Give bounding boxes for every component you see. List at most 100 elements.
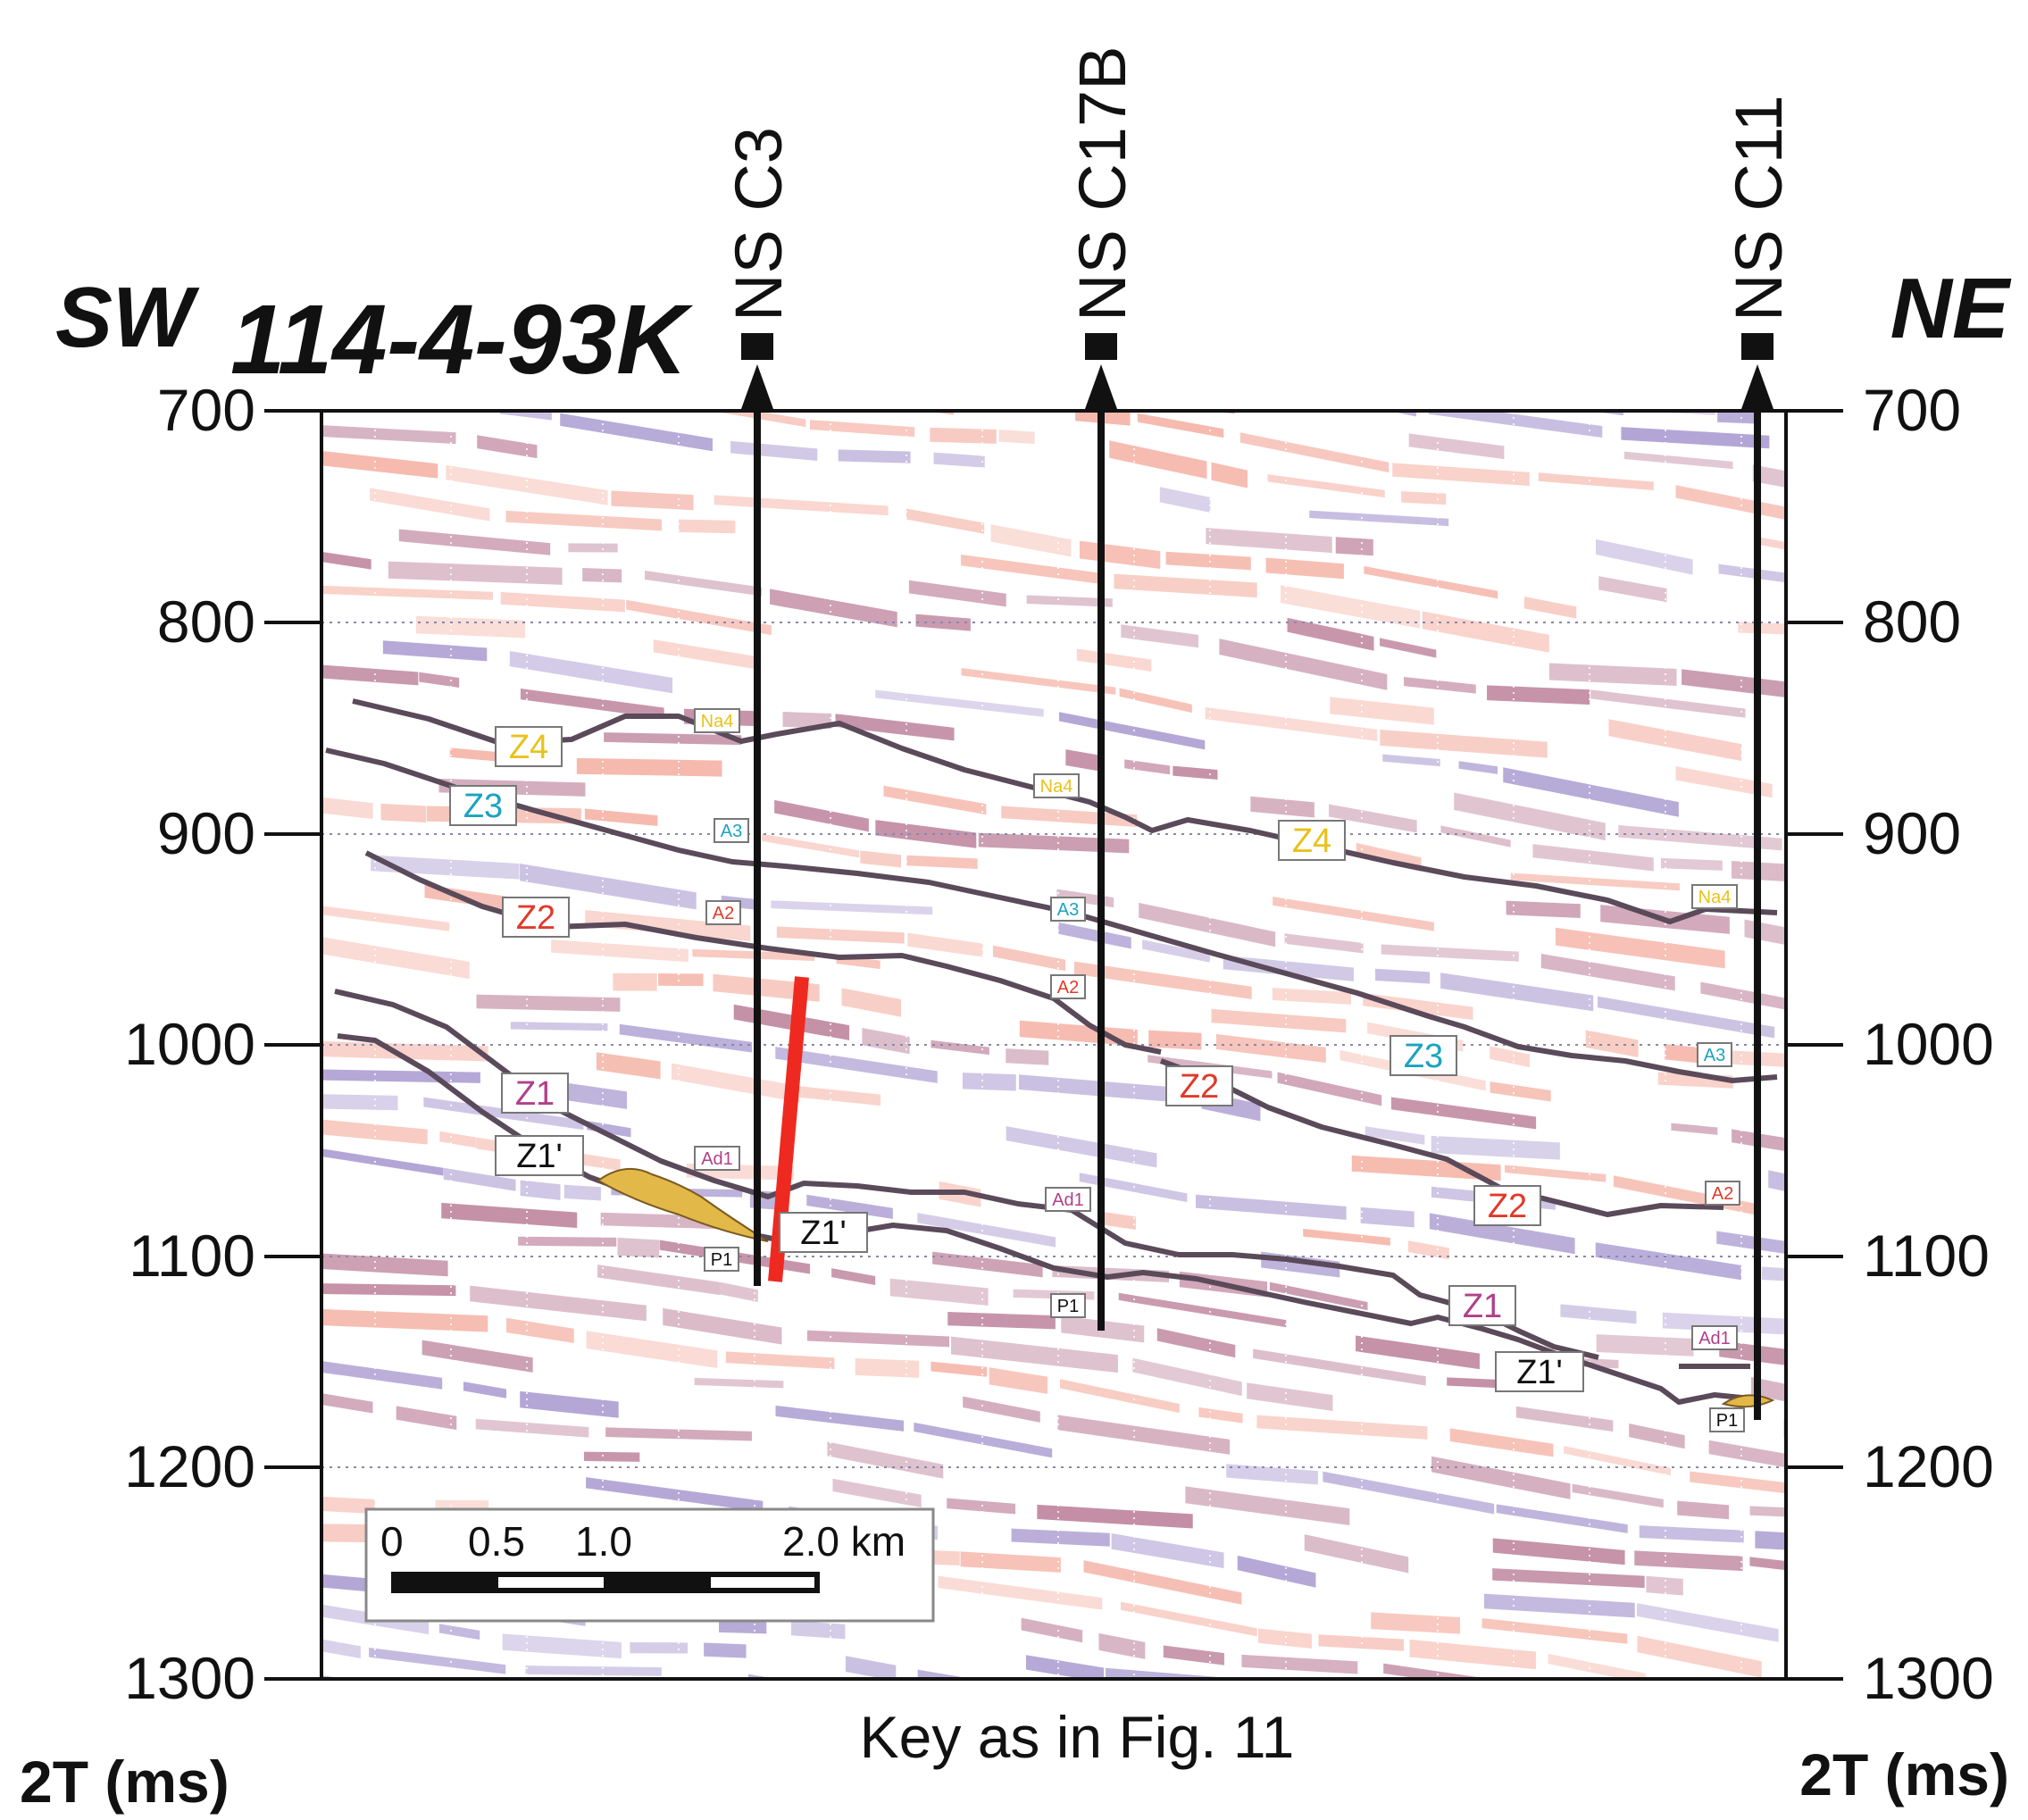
horizon-tag-text: Z1 (1463, 1288, 1502, 1325)
seismic-reflector (321, 1308, 488, 1332)
well-ns-c3: NS C3 (722, 127, 796, 1286)
seismic-reflector (1327, 1786, 1410, 1811)
horizon-tag-z1prime: Z1' (495, 1135, 584, 1176)
seismic-reflector (960, 1551, 1061, 1573)
seismic-reflector (504, 1716, 631, 1738)
seismic-reflector (1226, 1464, 1318, 1485)
seismic-reflector (762, 833, 860, 858)
seismic-reflector (1492, 1568, 1645, 1589)
seismic-reflector (711, 411, 806, 428)
seismic-reflector (1596, 1334, 1694, 1357)
seismic-reflector (321, 664, 419, 686)
seismic-reflector (1510, 872, 1680, 891)
horizon-tag-z2: Z2 (1473, 1185, 1541, 1226)
horizon-tag-text: Na4 (701, 712, 734, 731)
horizon-tag-na4: Na4 (1691, 884, 1738, 909)
seismic-reflector (933, 452, 985, 468)
seismic-reflector (559, 238, 654, 267)
seismic-reflector (321, 401, 432, 410)
seismic-reflector (1755, 1531, 1786, 1550)
well-ns-c17b: NS C17B (1065, 46, 1139, 1331)
seismic-reflector (369, 1647, 506, 1674)
seismic-reflector (806, 1194, 893, 1219)
y-unit-left: 2T (ms) (20, 1749, 230, 1815)
horizon-tag-text: Na4 (1040, 777, 1073, 797)
seismic-reflector (1532, 844, 1654, 872)
seismic-reflector (586, 1331, 718, 1369)
horizon-tag-a3: A3 (714, 818, 749, 843)
seismic-reflector (1483, 1593, 1635, 1618)
seismic-reflector (438, 1624, 480, 1641)
seismic-reflector (560, 413, 713, 452)
seismic-line-name: 114-4-93K (230, 285, 694, 395)
seismic-reflector (1492, 1538, 1625, 1565)
seismic-reflector (671, 1063, 800, 1103)
seismic-reflector (1690, 1471, 1786, 1494)
seismic-reflector (1506, 900, 1581, 919)
seismic-reflector (1380, 730, 1548, 758)
seismic-reflector (806, 1330, 950, 1348)
seismic-reflector (931, 1361, 988, 1377)
horizon-tag-ad1: Ad1 (1691, 1325, 1738, 1350)
seismic-reflector (1590, 689, 1746, 718)
horizon-tag-z3: Z3 (1390, 1035, 1457, 1076)
seismic-reflector (692, 948, 815, 961)
seismic-reflector (1106, 1667, 1241, 1679)
seismic-reflector (1595, 1242, 1741, 1281)
seismic-reflector (1761, 1266, 1786, 1282)
horizon-tag-z3: Z3 (449, 785, 517, 826)
horizon-tag-text: A2 (713, 904, 734, 923)
seismic-reflector (730, 440, 818, 461)
right-tick-1300: 1300 (1863, 1645, 1994, 1711)
seismic-reflector (1746, 1770, 1786, 1783)
seismic-reflector (321, 797, 373, 820)
seismic-reflector (370, 488, 490, 522)
seismic-reflector (427, 252, 497, 272)
y-unit-right: 2T (ms) (1799, 1741, 2009, 1807)
seismic-reflector (502, 1633, 622, 1659)
seismic-reflector (1538, 472, 1654, 491)
horizon-tag-ad1: Ad1 (1045, 1187, 1091, 1212)
horizon-tag-z2: Z2 (502, 897, 570, 938)
seismic-reflector (978, 832, 1130, 854)
seismic-reflector (388, 561, 563, 585)
seismic-reflector (443, 1167, 516, 1191)
horizon-tag-text: A3 (1704, 1046, 1725, 1065)
seismic-reflector (832, 1478, 922, 1508)
right-tick-1200: 1200 (1863, 1433, 1994, 1499)
seismic-reflector (474, 1691, 618, 1710)
seismic-reflector (962, 1073, 1016, 1091)
seismic-reflector (1660, 857, 1723, 871)
seismic-reflector (775, 1405, 904, 1432)
seismic-reflector (1646, 1575, 1683, 1596)
seismic-reflector (597, 1265, 721, 1296)
left-tick-1300: 1300 (124, 1645, 255, 1711)
horizon-tag-z2: Z2 (1165, 1065, 1233, 1106)
seismic-reflector (1753, 536, 1786, 550)
seismic-reflector (704, 1642, 747, 1658)
seismic-reflector (1564, 1446, 1671, 1476)
seismic-reflector (321, 1253, 448, 1277)
seismic-reflector (321, 450, 438, 479)
left-tick-1100: 1100 (129, 1223, 255, 1289)
seismic-reflector (1540, 953, 1675, 991)
seismic-reflector (931, 1039, 989, 1056)
seismic-reflector (583, 1451, 640, 1462)
horizon-tag-text: Z1 (515, 1075, 555, 1113)
seismic-reflector (321, 1040, 488, 1062)
seismic-reflector (1163, 1645, 1224, 1666)
seismic-reflector (380, 803, 427, 822)
horizon-tag-text: Z2 (1180, 1068, 1219, 1106)
seismic-reflector (1375, 968, 1431, 984)
seismic-reflector (321, 1496, 375, 1515)
seismic-reflector (1250, 796, 1314, 818)
seismic-reflector (1675, 766, 1773, 798)
seismic-reflector (1407, 1240, 1449, 1260)
seismic-reflector (1241, 1654, 1358, 1674)
seismic-reflector (1098, 1632, 1146, 1659)
yellow-lens-body (597, 1167, 769, 1242)
seismic-reflector (771, 900, 933, 915)
seismic-reflector (1409, 1639, 1536, 1670)
seismic-reflector (1132, 1357, 1242, 1397)
seismic-reflector (1749, 1506, 1786, 1517)
